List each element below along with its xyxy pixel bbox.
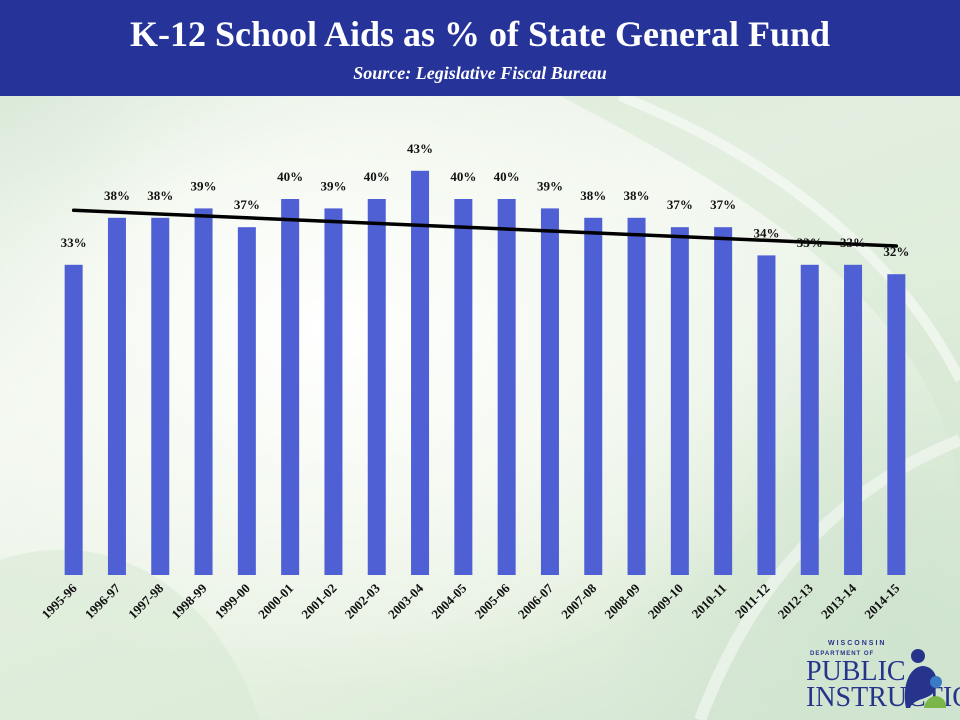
x-tick-label-2009-10: 2009-10 — [645, 581, 686, 622]
trendline — [71, 208, 899, 248]
x-tick-label-2006-07: 2006-07 — [515, 580, 557, 622]
data-label-2000-01: 40% — [277, 169, 303, 184]
x-tick-label-1998-99: 1998-99 — [168, 580, 210, 622]
data-label-2013-14: 33% — [840, 235, 866, 250]
bar-2008-09 — [627, 217, 646, 576]
data-label-2007-08: 38% — [580, 188, 606, 203]
data-label-2012-13: 33% — [797, 235, 823, 250]
bar-2009-10 — [670, 227, 689, 575]
bar-2005-06 — [497, 199, 516, 575]
data-label-2010-11: 37% — [710, 197, 736, 212]
data-label-1995-96: 33% — [61, 235, 87, 250]
data-label-2002-03: 40% — [364, 169, 390, 184]
data-label-1996-97: 38% — [104, 188, 130, 203]
x-tick-label-2010-11: 2010-11 — [689, 581, 730, 622]
bar-2010-11 — [714, 227, 733, 575]
data-label-2008-09: 38% — [624, 188, 650, 203]
data-label-1998-99: 39% — [191, 178, 217, 193]
x-tick-label-1997-98: 1997-98 — [125, 580, 167, 622]
bar-1996-97 — [107, 217, 126, 576]
bar-2002-03 — [367, 199, 386, 575]
x-tick-label-2007-08: 2007-08 — [558, 580, 600, 622]
x-tick-label-2005-06: 2005-06 — [472, 580, 514, 622]
x-tick-label-2003-04: 2003-04 — [385, 580, 427, 622]
data-label-2014-15: 32% — [883, 244, 909, 259]
title-banner: K-12 School Aids as % of State General F… — [0, 0, 960, 96]
x-tick-label-2012-13: 2012-13 — [775, 580, 817, 622]
data-label-2003-04: 43% — [407, 141, 433, 156]
x-tick-label-1996-97: 1996-97 — [82, 580, 124, 622]
data-label-2009-10: 37% — [667, 197, 693, 212]
x-tick-label-1995-96: 1995-96 — [39, 580, 81, 622]
logo-department-text: DEPARTMENT OF — [810, 651, 875, 657]
logo-figure-icon — [904, 649, 946, 708]
data-label-2011-12: 34% — [753, 225, 779, 240]
data-label-2005-06: 40% — [494, 169, 520, 184]
bar-1997-98 — [151, 217, 170, 576]
bar-1998-99 — [194, 208, 213, 575]
bar-1995-96 — [64, 264, 83, 575]
x-tick-label-2002-03: 2002-03 — [342, 580, 384, 622]
logo-wisconsin-text: WISCONSIN — [828, 640, 887, 647]
x-tick-label-2011-12: 2011-12 — [732, 581, 773, 622]
data-label-1999-00: 37% — [234, 197, 260, 212]
bar-2006-07 — [540, 208, 559, 575]
bar-2013-14 — [844, 264, 863, 575]
chart-title: K-12 School Aids as % of State General F… — [129, 14, 831, 54]
x-tick-label-2001-02: 2001-02 — [298, 581, 339, 622]
x-tick-label-2004-05: 2004-05 — [428, 580, 470, 622]
data-label-1997-98: 38% — [147, 188, 173, 203]
x-tick-label-2008-09: 2008-09 — [601, 580, 643, 622]
dpi-logo: WISCONSIN DEPARTMENT OF PUBLIC INSTRUCTI… — [802, 640, 960, 716]
bar-2001-02 — [324, 208, 343, 575]
data-label-2004-05: 40% — [450, 169, 476, 184]
chart-subtitle: Source: Legislative Fiscal Bureau — [353, 63, 607, 83]
data-label-2006-07: 39% — [537, 178, 563, 193]
bar-2011-12 — [757, 255, 776, 575]
bar-2012-13 — [800, 264, 819, 575]
x-tick-label-2013-14: 2013-14 — [818, 580, 860, 622]
bar-2014-15 — [887, 274, 906, 575]
x-tick-label-2000-01: 2000-01 — [255, 581, 296, 622]
logo-public-text: PUBLIC — [806, 656, 906, 687]
x-tick-label-2014-15: 2014-15 — [861, 580, 903, 622]
bar-1999-00 — [237, 227, 256, 575]
bar-2003-04 — [411, 170, 430, 576]
data-label-2001-02: 39% — [320, 178, 346, 193]
bar-2000-01 — [281, 199, 300, 575]
bar-2004-05 — [454, 199, 473, 575]
bar-2007-08 — [584, 217, 603, 576]
x-tick-label-1999-00: 1999-00 — [212, 581, 253, 622]
